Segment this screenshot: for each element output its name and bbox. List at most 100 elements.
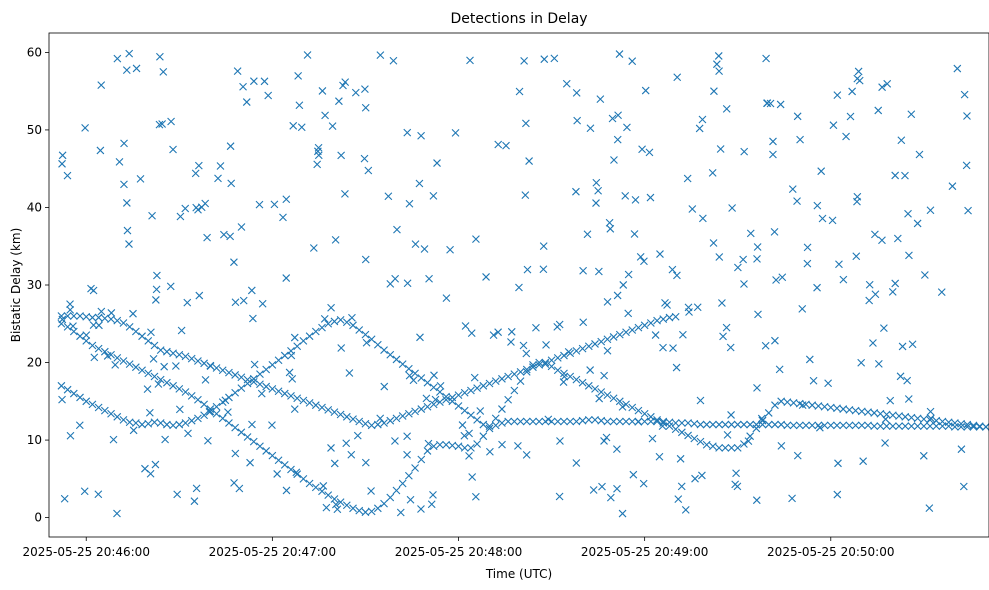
detection-point	[294, 72, 303, 80]
detection-point	[393, 225, 401, 234]
detection-point	[205, 408, 214, 416]
detection-point	[547, 356, 556, 365]
detection-point	[262, 365, 271, 374]
detection-point	[648, 434, 657, 443]
detection-point	[242, 98, 251, 106]
detection-point	[522, 349, 531, 358]
detection-point	[446, 245, 454, 254]
detection-point	[793, 197, 801, 205]
detection-point	[160, 362, 169, 371]
detection-point	[122, 199, 131, 207]
detection-point	[138, 332, 146, 341]
detection-point	[803, 259, 812, 268]
detection-point	[318, 403, 326, 412]
detection-point	[766, 99, 775, 108]
detection-point	[903, 376, 912, 385]
detection-point	[260, 77, 269, 86]
detection-point	[299, 474, 308, 483]
detection-point	[555, 492, 564, 501]
detection-point	[793, 112, 802, 121]
detection-point	[219, 230, 228, 239]
y-tick-label: 30	[27, 278, 42, 292]
y-tick-label: 0	[34, 511, 42, 525]
y-axis-ticks: 0 10 20 30 40 50 60	[27, 45, 49, 525]
detection-point	[696, 437, 705, 446]
detection-point	[479, 432, 488, 441]
detection-point	[123, 226, 132, 235]
detection-point	[926, 407, 935, 416]
detection-point	[726, 343, 735, 352]
detection-point	[249, 77, 258, 86]
detection-point	[521, 191, 530, 199]
detection-point	[318, 87, 327, 95]
detection-point	[361, 330, 370, 339]
detection-point	[149, 355, 158, 363]
detection-point	[288, 374, 297, 383]
detection-point	[733, 263, 742, 272]
detection-point	[403, 432, 412, 441]
detection-point	[192, 484, 201, 493]
detection-point	[963, 112, 971, 120]
detection-point	[113, 412, 122, 421]
detection-point	[764, 420, 773, 429]
detection-point	[107, 409, 115, 418]
detection-point	[58, 315, 67, 324]
detection-point	[175, 385, 184, 393]
detection-point	[181, 419, 190, 427]
detection-point	[957, 445, 966, 454]
detection-point	[888, 422, 897, 431]
detection-point	[94, 403, 103, 412]
detection-point	[82, 397, 91, 406]
detection-point	[237, 384, 246, 393]
detection-point	[963, 423, 972, 431]
detection-point	[891, 171, 900, 180]
detection-point	[479, 381, 488, 390]
detection-point	[320, 315, 329, 323]
detection-point	[529, 417, 537, 426]
detection-point	[681, 505, 690, 514]
detection-point	[740, 280, 748, 288]
detection-point	[416, 333, 424, 342]
detection-point	[715, 420, 723, 429]
detection-point	[579, 318, 588, 327]
detection-point	[177, 326, 186, 335]
detection-point	[467, 411, 475, 420]
detection-point	[640, 417, 649, 426]
detection-point	[380, 382, 389, 391]
detection-point	[919, 422, 928, 431]
detection-point	[103, 352, 112, 360]
detection-point	[542, 341, 550, 349]
detection-point	[162, 378, 171, 387]
detection-point	[510, 370, 519, 379]
detection-point	[592, 199, 600, 207]
detection-point	[752, 424, 761, 433]
detection-point	[769, 150, 777, 159]
detection-point	[560, 369, 568, 378]
x-tick-label: 2025-05-25 20:50:00	[767, 545, 894, 559]
detection-point	[698, 115, 707, 124]
detection-point	[398, 412, 407, 420]
detection-point	[540, 55, 549, 64]
detection-point	[429, 400, 438, 409]
detection-point	[425, 274, 433, 283]
detection-point	[448, 397, 457, 406]
detection-point	[152, 285, 161, 294]
detection-point	[136, 174, 145, 183]
detection-point	[815, 423, 824, 432]
detection-point	[595, 394, 604, 403]
detection-point	[115, 158, 124, 166]
detection-point	[572, 187, 580, 196]
detection-point	[515, 283, 523, 292]
detection-point	[313, 147, 322, 156]
detection-point	[295, 101, 304, 110]
detection-point	[883, 79, 892, 88]
detection-point	[696, 396, 705, 405]
detection-point	[313, 160, 322, 169]
detection-point	[613, 135, 622, 144]
detection-point	[833, 91, 842, 99]
detection-point	[173, 490, 182, 499]
detection-point	[248, 420, 256, 429]
detection-point	[190, 497, 199, 506]
detection-point	[926, 206, 935, 215]
detection-point	[348, 313, 356, 322]
